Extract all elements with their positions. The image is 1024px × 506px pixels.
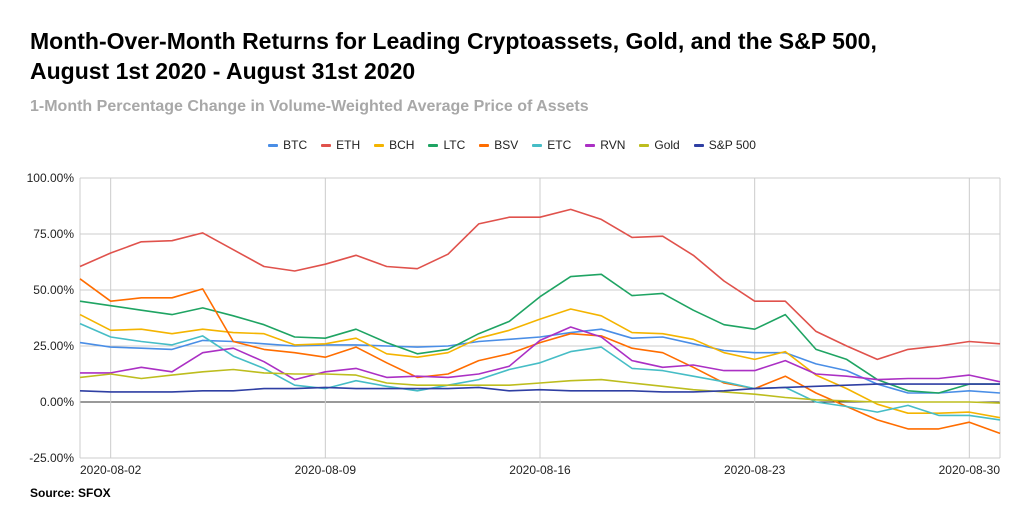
legend-label: BSV — [494, 138, 519, 152]
legend-label: S&P 500 — [708, 138, 756, 152]
x-tick-label: 2020-08-23 — [724, 463, 786, 477]
chart-title-line-1: Month-Over-Month Returns for Leading Cry… — [30, 28, 877, 54]
legend-swatch — [374, 143, 385, 147]
legend-label: Gold — [654, 138, 680, 152]
series-line-s-p-500 — [79, 383, 1000, 393]
x-tick-label: 2020-08-02 — [80, 463, 142, 477]
legend-swatch — [585, 143, 596, 147]
y-tick-label: 25.00% — [33, 339, 74, 353]
legend-label: LTC — [443, 138, 466, 152]
chart-title: Month-Over-Month Returns for Leading Cry… — [30, 26, 1010, 86]
legend-item-s-p-500: S&P 500 — [693, 138, 756, 152]
chart-legend: BTC ETH BCH LTC BSV ETC RVN Gold S&P 500 — [0, 136, 1024, 154]
legend-swatch — [532, 143, 543, 147]
legend-label: ETC — [547, 138, 572, 152]
chart-subtitle: 1-Month Percentage Change in Volume-Weig… — [30, 98, 589, 115]
series-line-ltc — [79, 273, 1000, 394]
legend-swatch — [639, 143, 650, 147]
series-line-eth — [79, 208, 1001, 361]
x-tick-label: 2020-08-30 — [939, 463, 1001, 477]
legend-swatch — [321, 143, 332, 147]
legend-item-gold: Gold — [639, 138, 680, 152]
y-tick-label: 0.00% — [40, 395, 74, 409]
y-tick-label: 50.00% — [33, 283, 74, 297]
legend-swatch — [693, 143, 704, 147]
source-note: Source: SFOX — [30, 486, 111, 500]
x-tick-label: 2020-08-09 — [295, 463, 357, 477]
legend-item-btc: BTC — [268, 138, 307, 152]
legend-label: RVN — [600, 138, 626, 152]
legend-label: ETH — [336, 138, 361, 152]
series-line-rvn — [80, 326, 1001, 383]
legend-swatch — [428, 143, 439, 147]
legend-swatch — [479, 143, 490, 147]
legend-item-bsv: BSV — [479, 138, 518, 152]
legend-item-ltc: LTC — [428, 138, 465, 152]
series-line-bch — [79, 308, 1001, 419]
series-line-gold — [79, 368, 1001, 404]
legend-label: BTC — [283, 138, 308, 152]
legend-item-etc: ETC — [532, 138, 571, 152]
y-tick-label: 75.00% — [33, 227, 74, 241]
legend-swatch — [268, 143, 279, 147]
legend-item-bch: BCH — [374, 138, 414, 152]
legend-label: BCH — [389, 138, 415, 152]
y-tick-label: 100.00% — [27, 171, 75, 185]
chart-title-line-2: August 1st 2020 - August 31st 2020 — [30, 58, 416, 84]
legend-item-eth: ETH — [321, 138, 360, 152]
legend-item-rvn: RVN — [585, 138, 625, 152]
series-line-etc — [79, 322, 1001, 421]
y-tick-label: -25.00% — [29, 451, 74, 465]
x-tick-label: 2020-08-16 — [509, 463, 571, 477]
